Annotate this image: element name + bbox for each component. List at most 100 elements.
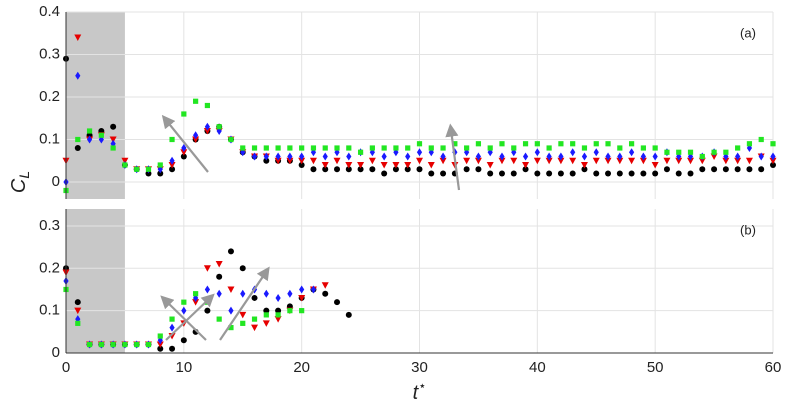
arrows bbox=[160, 114, 461, 341]
point bbox=[734, 166, 741, 173]
point bbox=[228, 136, 234, 143]
point bbox=[546, 145, 552, 151]
point bbox=[440, 170, 447, 177]
point bbox=[180, 153, 187, 160]
x-tick-label: 60 bbox=[765, 359, 782, 376]
point bbox=[499, 141, 505, 147]
point bbox=[464, 145, 470, 151]
point bbox=[275, 145, 281, 151]
point bbox=[310, 145, 317, 151]
point bbox=[239, 265, 246, 272]
point bbox=[228, 324, 234, 331]
x-tick-label: 50 bbox=[647, 359, 664, 376]
marks-layer bbox=[62, 34, 777, 352]
point bbox=[145, 341, 152, 348]
point bbox=[298, 162, 305, 168]
point bbox=[380, 162, 388, 169]
point bbox=[110, 123, 117, 130]
point bbox=[181, 299, 187, 305]
point bbox=[263, 312, 269, 318]
point bbox=[251, 145, 258, 151]
point bbox=[605, 170, 612, 177]
point bbox=[723, 149, 729, 155]
point bbox=[240, 145, 246, 151]
point bbox=[416, 166, 423, 173]
y-tick-label: 0.2 bbox=[39, 88, 60, 105]
point bbox=[510, 157, 518, 165]
point bbox=[299, 145, 305, 151]
arrow bbox=[219, 266, 270, 341]
point bbox=[652, 152, 658, 161]
point bbox=[593, 148, 599, 157]
point bbox=[770, 162, 776, 168]
point bbox=[629, 141, 635, 147]
point bbox=[169, 156, 175, 165]
point bbox=[263, 289, 269, 298]
point bbox=[298, 294, 306, 302]
point bbox=[522, 166, 529, 173]
point bbox=[299, 285, 305, 294]
point bbox=[698, 157, 706, 165]
point bbox=[746, 141, 753, 147]
point bbox=[592, 157, 600, 165]
point bbox=[216, 289, 222, 298]
point bbox=[546, 152, 552, 161]
background-layer bbox=[65, 11, 774, 354]
point bbox=[557, 170, 564, 177]
point bbox=[710, 153, 718, 160]
y-tick-label: 0.1 bbox=[39, 130, 60, 147]
y-tick-label: 0.4 bbox=[39, 3, 60, 20]
point bbox=[722, 157, 730, 165]
point bbox=[735, 145, 741, 151]
point bbox=[168, 162, 176, 169]
point bbox=[416, 148, 423, 157]
point bbox=[75, 320, 81, 326]
shaded-region bbox=[66, 209, 125, 353]
point bbox=[735, 152, 741, 161]
point bbox=[558, 141, 564, 147]
point bbox=[275, 307, 282, 314]
point bbox=[180, 337, 187, 344]
point bbox=[357, 166, 364, 173]
point bbox=[192, 136, 200, 143]
point bbox=[463, 157, 471, 165]
point bbox=[310, 285, 317, 294]
point bbox=[428, 170, 435, 177]
point bbox=[675, 157, 683, 165]
point bbox=[287, 145, 293, 151]
point bbox=[298, 157, 306, 165]
point bbox=[193, 131, 199, 140]
point bbox=[604, 157, 612, 165]
point bbox=[169, 166, 176, 173]
point bbox=[193, 291, 199, 297]
point bbox=[510, 170, 517, 177]
point bbox=[157, 333, 163, 339]
point bbox=[251, 316, 258, 322]
y-axis-label: CL bbox=[8, 171, 31, 193]
point bbox=[181, 111, 187, 117]
point bbox=[240, 320, 246, 326]
point bbox=[558, 152, 564, 161]
point bbox=[663, 157, 671, 165]
point bbox=[334, 145, 340, 151]
point bbox=[263, 307, 270, 314]
point bbox=[309, 157, 317, 165]
point bbox=[498, 170, 505, 177]
point bbox=[110, 341, 116, 348]
point bbox=[369, 148, 375, 157]
point bbox=[569, 157, 577, 165]
point bbox=[203, 265, 211, 272]
point bbox=[74, 34, 82, 41]
point bbox=[475, 141, 482, 147]
point bbox=[616, 170, 623, 177]
point bbox=[204, 102, 210, 109]
point bbox=[758, 152, 764, 161]
point bbox=[145, 166, 152, 172]
panel-label: (b) bbox=[740, 222, 756, 237]
point bbox=[381, 170, 388, 177]
point bbox=[368, 157, 376, 165]
point bbox=[487, 145, 493, 151]
point bbox=[263, 152, 269, 161]
point bbox=[86, 135, 93, 144]
point bbox=[676, 149, 682, 155]
